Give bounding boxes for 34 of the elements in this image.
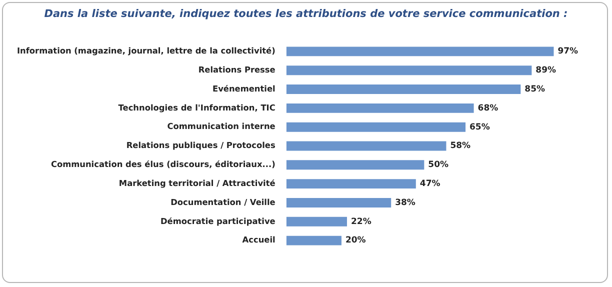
bar — [286, 236, 342, 246]
data-label: 38% — [395, 198, 416, 208]
data-label: 65% — [470, 122, 490, 132]
chart-title: Dans la liste suivante, indiquez toutes les attributions de votre service communication : — [43, 8, 569, 20]
data-label: 22% — [350, 216, 372, 227]
data-label: 58% — [450, 141, 472, 152]
y-tick-label: Communication interne — [167, 121, 276, 132]
bar — [286, 122, 466, 132]
y-tick-label: Information (magazine, journal, lettre de la collectivité) — [17, 46, 276, 56]
y-tick-label: Communication des élus (discours, éditoriaux...) — [50, 159, 276, 170]
y-tick-label: Relations Presse — [198, 64, 276, 74]
bar — [286, 160, 424, 170]
bar — [286, 66, 532, 76]
bar — [286, 84, 521, 94]
y-tick-label: Marketing territorial / Attractivité — [118, 178, 276, 188]
y-tick-label: Accueil — [242, 234, 276, 245]
bar — [286, 198, 392, 208]
y-tick-label: Relations publiques / Protocoles — [126, 140, 276, 150]
bar — [286, 216, 347, 226]
bar — [286, 46, 554, 56]
data-label: 20% — [345, 236, 366, 246]
y-tick-label: Démocratie participative — [160, 216, 276, 226]
data-label: 68% — [478, 103, 499, 114]
bar — [286, 141, 446, 151]
bar — [286, 179, 416, 189]
y-tick-label: Documentation / Veille — [170, 196, 276, 207]
data-label: 50% — [428, 160, 449, 170]
data-label: 85% — [524, 84, 546, 94]
y-tick-label: Technologies de l'Information, TIC — [118, 102, 276, 112]
bar — [286, 103, 474, 113]
y-tick-label: Evénementiel — [212, 83, 276, 94]
data-label: 47% — [420, 179, 441, 190]
data-label: 89% — [536, 66, 557, 76]
data-label: 97% — [558, 46, 579, 57]
